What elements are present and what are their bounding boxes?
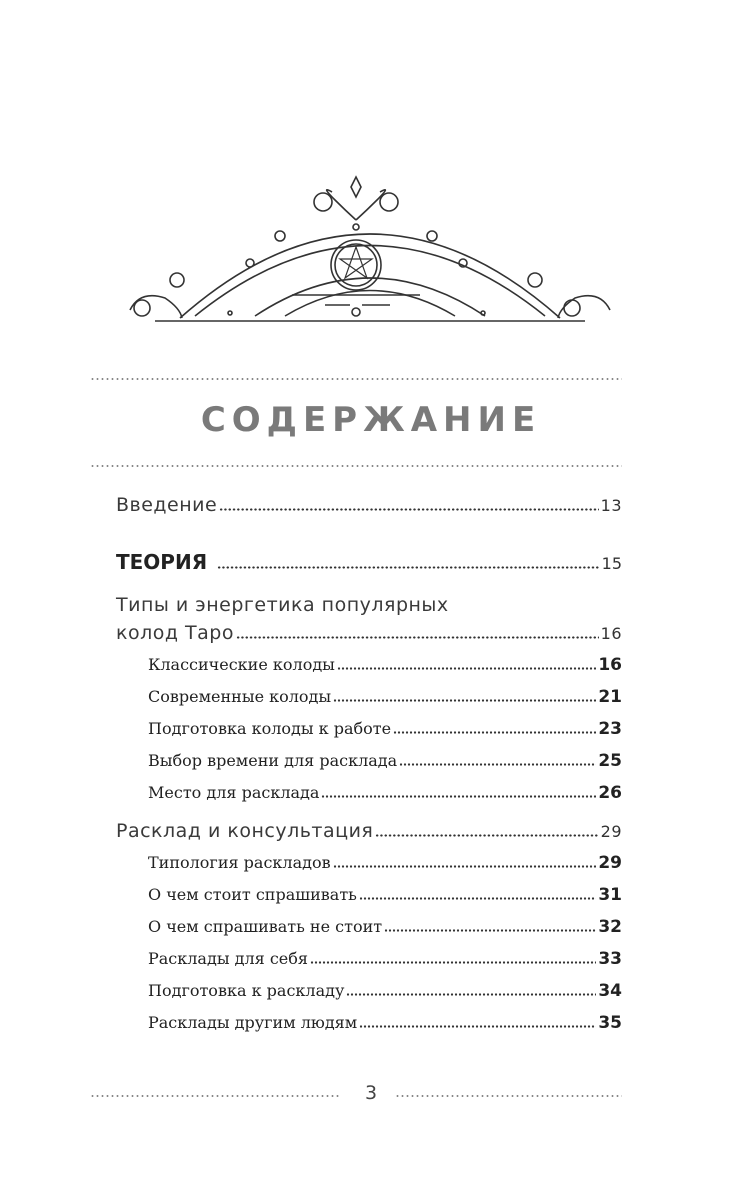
toc-entry-title: Расклады для себя (148, 949, 308, 968)
dot-leader (384, 929, 597, 932)
toc-entry: колод Таро 16 (116, 622, 622, 644)
toc-entry-page: 32 (598, 917, 622, 937)
toc-section: ТЕОРИЯ 15 (116, 550, 622, 574)
toc-entry-page: 16 (600, 624, 622, 643)
toc-entry-page: 25 (598, 751, 622, 771)
toc-subentry: Расклады другим людям 35 (148, 1013, 622, 1033)
toc-subentry: Современные колоды 21 (148, 687, 622, 707)
toc-entry-page: 29 (598, 853, 622, 873)
dot-leader (336, 667, 597, 670)
dot-leader (399, 763, 597, 766)
toc-entry-title: Расклады другим людям (148, 1013, 358, 1032)
dot-leader (332, 865, 597, 868)
toc-entry-page: 34 (598, 981, 622, 1001)
toc-entry-title: Расклад и консультация (116, 820, 374, 842)
toc-subentry: Место для расклада 26 (148, 783, 622, 803)
toc-entry-title: О чем стоит спрашивать (148, 885, 357, 904)
toc-entry-page: 29 (600, 822, 622, 841)
toc-entry-page: 21 (598, 687, 622, 707)
toc-entry-title: Типология раскладов (148, 853, 331, 872)
toc-subentry: Подготовка к раскладу 34 (148, 981, 622, 1001)
toc-entry-title: колод Таро (116, 622, 234, 644)
toc-entry: Введение 13 (116, 494, 622, 516)
dot-leader (333, 699, 597, 702)
dot-leader (219, 508, 599, 511)
toc-subentry: Подготовка колоды к работе 23 (148, 719, 622, 739)
toc-entry-page: 16 (598, 655, 622, 675)
toc-entry-page: 13 (600, 496, 622, 515)
dot-leader (358, 897, 597, 900)
footer-right-divider (395, 1095, 622, 1097)
top-dotted-divider (90, 378, 622, 380)
toc-subentry: Расклады для себя 33 (148, 949, 622, 969)
dot-leader (217, 566, 600, 569)
toc-entry-title: О чем спрашивать не стоит (148, 917, 383, 936)
toc-subentry: Типология раскладов 29 (148, 853, 622, 873)
dot-leader (346, 993, 597, 996)
toc-entry-title: ТЕОРИЯ (116, 550, 208, 574)
dot-leader (375, 834, 599, 837)
page-number: 3 (364, 1082, 378, 1104)
toc-subentry: О чем спрашивать не стоит 32 (148, 917, 622, 937)
toc-entry-title: Подготовка колоды к работе (148, 719, 392, 738)
toc-entry-page: 33 (598, 949, 622, 969)
toc-subentry: Выбор времени для расклада 25 (148, 751, 622, 771)
bottom-dotted-divider (90, 465, 622, 467)
toc-entry-page: 26 (598, 783, 622, 803)
toc-subentry: Классические колоды 16 (148, 655, 622, 675)
page-title: СОДЕРЖАНИЕ (200, 400, 542, 440)
toc-entry: Расклад и консультация 29 (116, 820, 622, 842)
dot-leader (321, 795, 597, 798)
dot-leader (310, 961, 597, 964)
dot-leader (393, 731, 597, 734)
dot-leader (235, 636, 599, 639)
toc-entry-title: Подготовка к раскладу (148, 981, 345, 1000)
toc-entry-title: Выбор времени для расклада (148, 751, 398, 770)
toc-entry-title: Современные колоды (148, 687, 332, 706)
toc-entry-page: 23 (598, 719, 622, 739)
toc-entry-title: Введение (116, 494, 218, 516)
footer-left-divider (90, 1095, 340, 1097)
toc-entry-title-line1: Типы и энергетика популярных (116, 594, 449, 616)
toc-entry-page: 31 (598, 885, 622, 905)
toc-entry-page: 35 (598, 1013, 622, 1033)
dot-leader (359, 1025, 597, 1028)
toc-entry-title: Место для расклада (148, 783, 320, 802)
pentacle-ornament-icon (129, 175, 611, 322)
toc-subentry: О чем стоит спрашивать 31 (148, 885, 622, 905)
toc-entry-page: 15 (601, 554, 622, 573)
toc-entry-title: Классические колоды (148, 655, 335, 674)
